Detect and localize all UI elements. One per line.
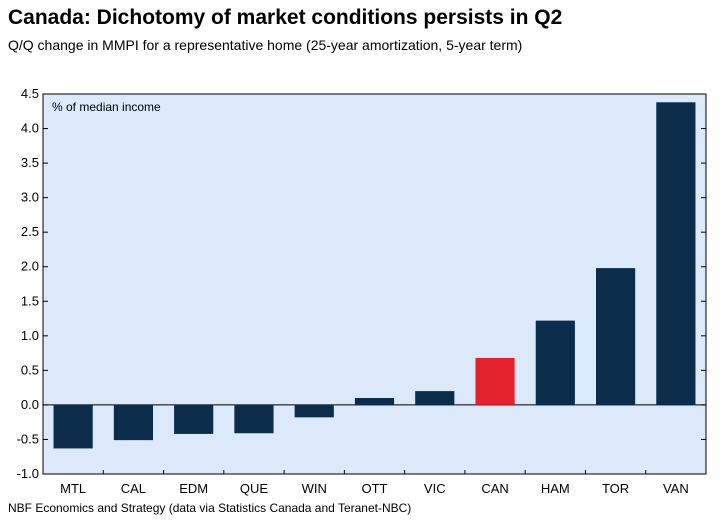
bar-van — [656, 102, 696, 405]
bar-vic — [415, 391, 455, 405]
x-tick-label: CAN — [481, 481, 508, 496]
y-axis: -1.0 -0.5 0.0 0.5 1.0 1.5 2.0 2.5 3.0 3.5 4.0 4.5 — [17, 86, 706, 481]
x-tick-label: VIC — [424, 481, 446, 496]
x-tick-label: OTT — [362, 481, 388, 496]
y-unit-label: % of median income — [52, 100, 161, 114]
y-tick-label: 0.5 — [21, 362, 39, 377]
bar-win — [294, 404, 334, 418]
y-tick-label: 1.0 — [21, 328, 39, 343]
x-tick-label: QUE — [240, 481, 269, 496]
y-tick-label: 4.0 — [21, 121, 39, 136]
source-note: NBF Economics and Strategy (data via Sta… — [8, 501, 412, 515]
y-tick-label: -1.0 — [17, 466, 39, 481]
chart-subtitle: Q/Q change in MMPI for a representative … — [8, 37, 523, 53]
y-tick-label: 4.5 — [21, 86, 39, 101]
bar-ham — [535, 320, 575, 405]
y-tick-label: 2.5 — [21, 224, 39, 239]
bar-cal — [113, 404, 153, 441]
y-tick-label: 3.5 — [21, 155, 39, 170]
bar-ott — [354, 398, 395, 405]
y-tick-label: 0.0 — [21, 397, 39, 412]
bar-que — [234, 404, 274, 434]
x-axis: MTL CAL EDM QUE WIN OTT VIC CAN HAM TOR VAN — [60, 470, 707, 496]
x-tick-label: VAN — [663, 481, 689, 496]
x-tick-label: MTL — [60, 481, 86, 496]
y-tick-label: 2.0 — [21, 259, 39, 274]
bar-mtl — [53, 404, 93, 449]
y-tick-label: 3.0 — [21, 190, 39, 205]
x-tick-label: WIN — [302, 481, 327, 496]
y-tick-label: 1.5 — [21, 293, 39, 308]
x-tick-label: HAM — [541, 481, 570, 496]
bar-edm — [174, 404, 214, 434]
bar-can — [475, 357, 515, 405]
x-tick-label: TOR — [602, 481, 629, 496]
bars — [53, 102, 696, 449]
x-tick-label: EDM — [179, 481, 208, 496]
x-tick-label: CAL — [121, 481, 146, 496]
plot-area — [42, 93, 707, 475]
chart-title: Canada: Dichotomy of market conditions p… — [8, 6, 563, 29]
y-tick-label: -0.5 — [17, 431, 39, 446]
bar-tor — [596, 268, 636, 405]
